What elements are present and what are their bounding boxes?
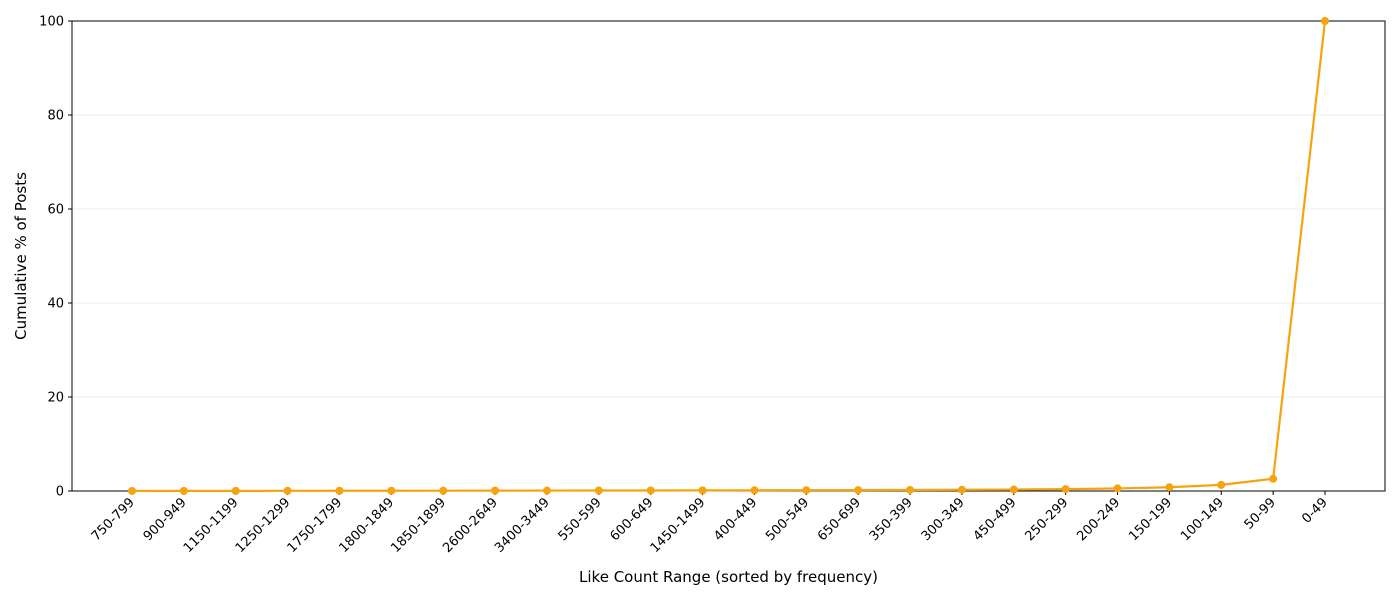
x-tick-label: 150-199: [1126, 495, 1175, 544]
data-point: [335, 486, 344, 495]
x-tick-label: 350-399: [867, 495, 916, 544]
x-tick-label: 650-699: [815, 495, 864, 544]
data-point: [698, 486, 707, 495]
x-tick-label: 1750-1799: [285, 495, 346, 556]
data-point: [1269, 474, 1278, 483]
data-point: [1321, 17, 1329, 25]
x-tick-label: 1850-1899: [388, 495, 449, 556]
data-point: [802, 486, 811, 495]
x-tick-label: 1250-1299: [233, 495, 294, 556]
y-axis-ticks: 0 20 40 60 80 100: [39, 15, 72, 500]
data-point: [179, 486, 188, 495]
y-tick-label: 100: [39, 15, 64, 30]
x-tick-label: 1150-1199: [181, 495, 242, 556]
axes: [71, 20, 1386, 492]
x-tick-label: 1450-1499: [648, 495, 709, 556]
data-point: [491, 486, 500, 495]
x-tick-label: 400-449: [711, 495, 760, 544]
plot-frame: [71, 20, 1386, 492]
x-tick-label: 500-549: [763, 495, 812, 544]
x-tick-label: 100-149: [1178, 495, 1227, 544]
y-tick-label: 80: [47, 109, 64, 124]
x-tick-label: 600-649: [608, 495, 657, 544]
data-point: [1217, 480, 1226, 489]
y-tick-label: 20: [47, 391, 64, 406]
x-tick-label: 250-299: [1022, 495, 1071, 544]
data-point: [594, 486, 603, 495]
x-tick-label: 3400-3449: [492, 495, 553, 556]
x-tick-label: 50-99: [1242, 495, 1279, 532]
y-tick-label: 0: [56, 485, 64, 500]
x-tick-label: 2600-2649: [440, 495, 501, 556]
data-point: [1113, 484, 1122, 493]
x-axis-ticks: 750-799 900-9491150-11991250-12991750-179…: [89, 491, 1331, 556]
data-point: [387, 486, 396, 495]
x-tick-label: 450-499: [971, 495, 1020, 544]
x-tick-label: 750-799: [89, 495, 138, 544]
x-tick-label: 900-949: [141, 495, 190, 544]
data-point: [1165, 483, 1174, 492]
data-point: [906, 485, 915, 494]
data-point: [1009, 485, 1018, 494]
x-tick-label: 300-349: [919, 495, 968, 544]
series-line: [131, 20, 1327, 493]
x-tick-label: 200-249: [1074, 495, 1123, 544]
x-axis-label: Like Count Range (sorted by frequency): [579, 568, 878, 586]
y-axis-label: Cumulative % of Posts: [12, 172, 30, 340]
data-point: [750, 486, 759, 495]
x-tick-label: 1800-1849: [336, 495, 397, 556]
data-point: [542, 486, 551, 495]
y-tick-label: 40: [47, 297, 64, 312]
data-point: [128, 486, 136, 495]
y-gridlines: [72, 114, 1385, 398]
data-point: [283, 486, 292, 495]
data-point: [231, 486, 240, 495]
data-point: [646, 486, 655, 495]
x-tick-label: 550-599: [556, 495, 605, 544]
data-point: [1061, 485, 1070, 494]
data-point: [854, 486, 863, 495]
data-point: [957, 485, 966, 494]
x-tick-label: 0-49: [1299, 495, 1330, 526]
data-point: [439, 486, 448, 495]
data-points: [128, 17, 1329, 495]
y-tick-label: 60: [47, 203, 64, 218]
